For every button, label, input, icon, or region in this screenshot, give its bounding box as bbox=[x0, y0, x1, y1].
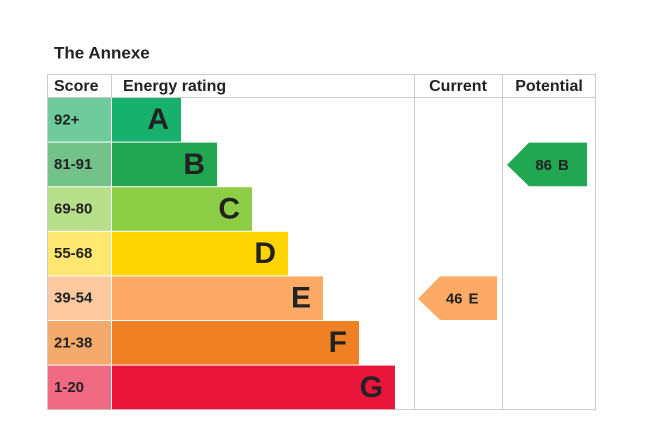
score-cell bbox=[48, 321, 111, 365]
current-letter: E bbox=[469, 291, 479, 308]
rating-bar bbox=[112, 187, 252, 231]
rating-letter: D bbox=[254, 237, 276, 270]
rating-letter: G bbox=[360, 371, 383, 404]
header-score: Score bbox=[54, 78, 99, 95]
table-frame bbox=[47, 74, 596, 410]
score-cell bbox=[48, 142, 111, 187]
score-label: 81-91 bbox=[54, 156, 92, 173]
score-cell bbox=[48, 365, 111, 410]
rating-letter: A bbox=[147, 103, 169, 136]
title: The Annexe bbox=[54, 43, 150, 62]
rating-bar bbox=[112, 231, 288, 276]
rating-bar bbox=[112, 365, 395, 410]
current-arrow bbox=[418, 276, 497, 320]
score-cell bbox=[48, 231, 111, 276]
rating-letter: E bbox=[291, 282, 311, 315]
rating-bar bbox=[112, 98, 181, 142]
score-label: 69-80 bbox=[54, 200, 92, 217]
header-rating: Energy rating bbox=[123, 78, 226, 95]
rating-bar bbox=[112, 276, 323, 320]
score-label: 92+ bbox=[54, 111, 80, 128]
header-potential: Potential bbox=[515, 78, 583, 95]
potential-value: 86 bbox=[535, 157, 552, 174]
score-cell bbox=[48, 98, 111, 142]
score-label: 21-38 bbox=[54, 334, 92, 351]
potential-arrow bbox=[507, 142, 587, 187]
rating-letter: F bbox=[329, 326, 347, 359]
rating-letter: C bbox=[218, 192, 240, 225]
rating-bar bbox=[112, 321, 359, 365]
rating-letter: B bbox=[183, 148, 205, 181]
header-current: Current bbox=[429, 78, 487, 95]
rating-bar bbox=[112, 142, 217, 187]
score-cell bbox=[48, 187, 111, 231]
score-label: 55-68 bbox=[54, 245, 92, 262]
score-label: 1-20 bbox=[54, 379, 84, 396]
score-cell bbox=[48, 276, 111, 320]
potential-letter: B bbox=[558, 157, 569, 174]
score-label: 39-54 bbox=[54, 290, 93, 307]
current-value: 46 bbox=[446, 291, 463, 308]
